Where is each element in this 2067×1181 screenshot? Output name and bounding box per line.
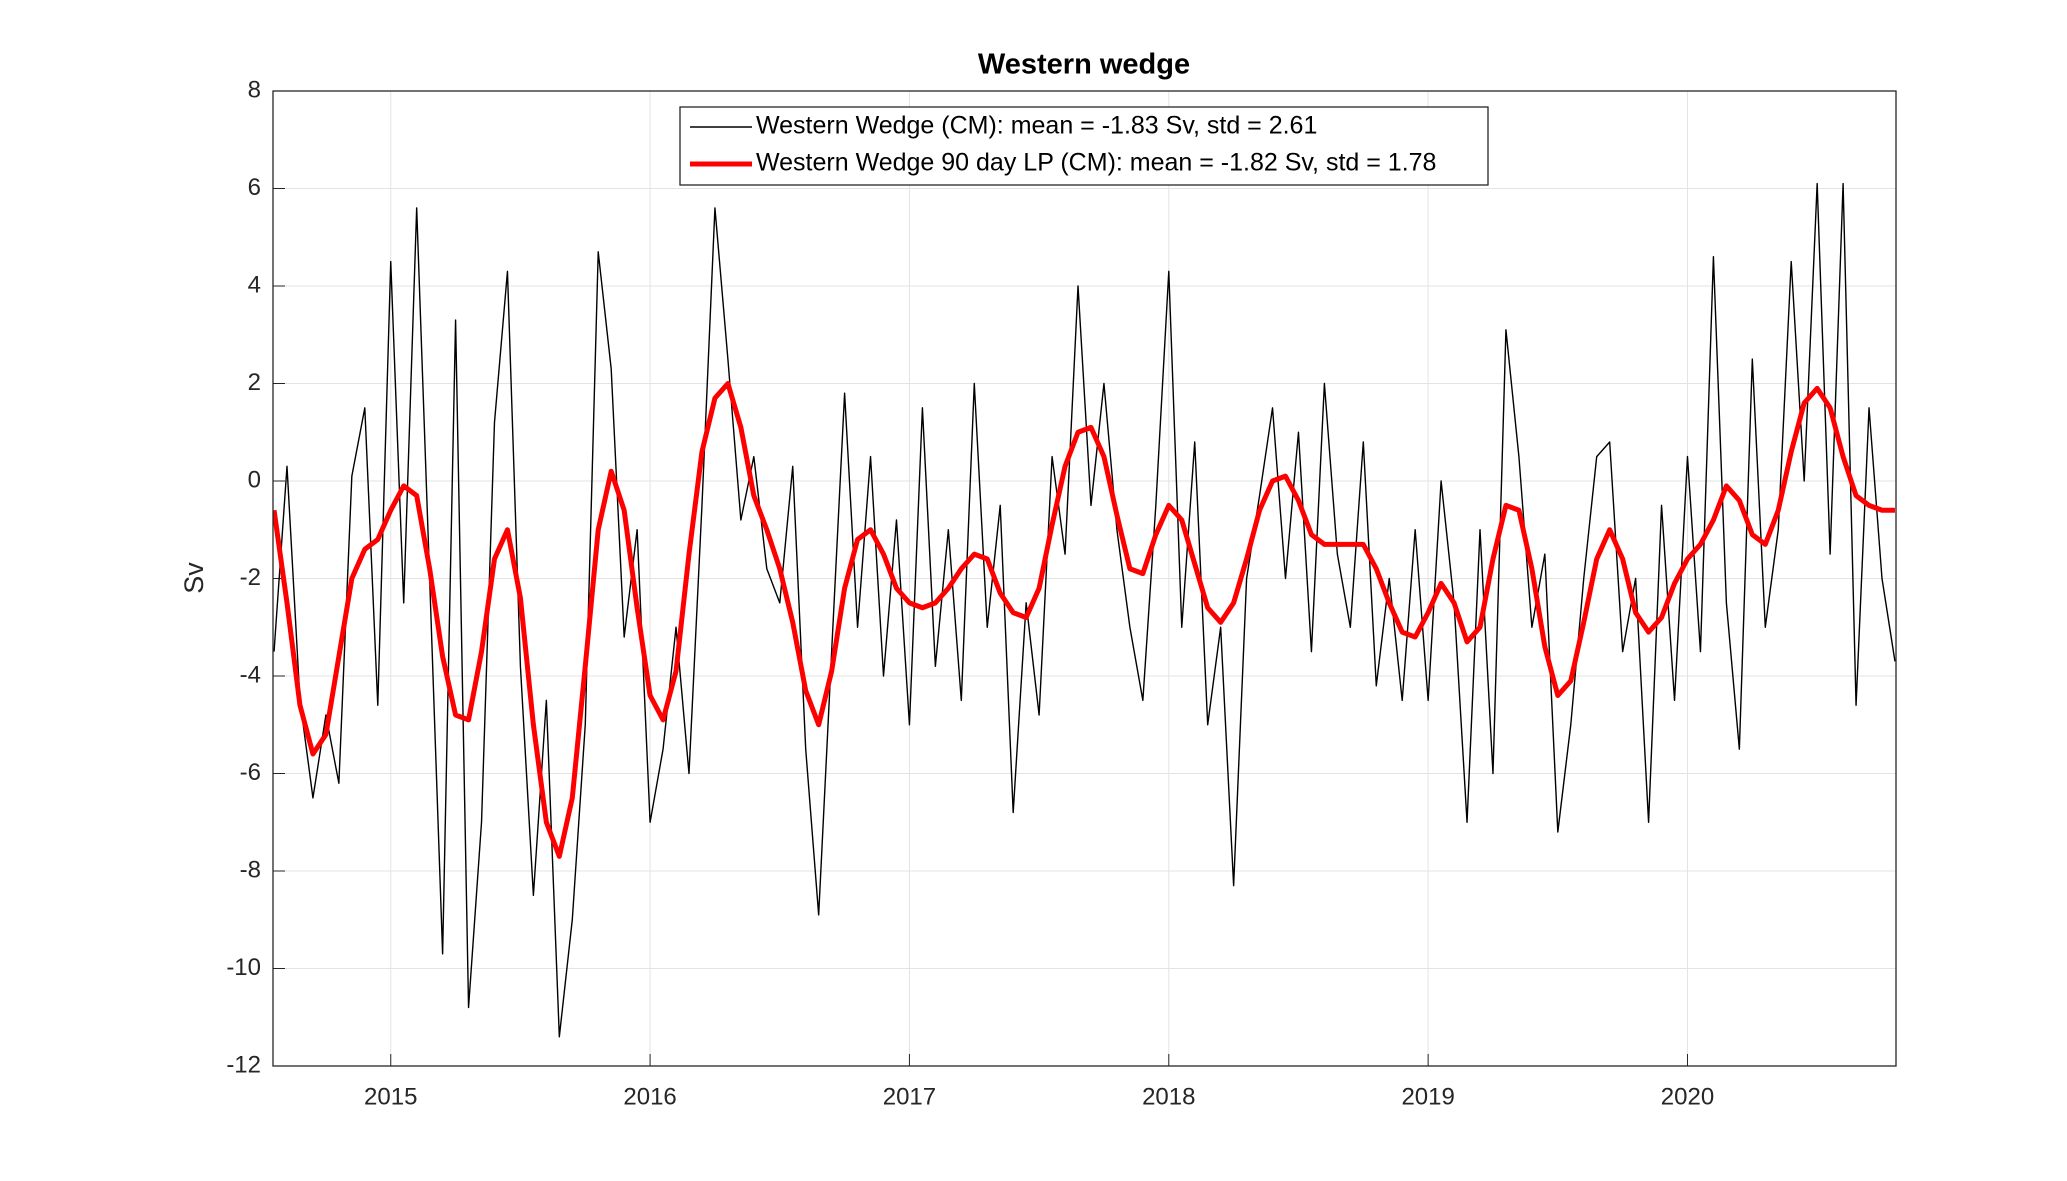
y-tick-label: 4 — [248, 271, 261, 298]
plot-frame — [272, 90, 1897, 1067]
y-tick-label: -12 — [226, 1051, 261, 1078]
x-tick-label: 2017 — [883, 1083, 936, 1110]
y-tick-label: 0 — [248, 466, 261, 493]
y-tick-label: 2 — [248, 369, 261, 396]
y-tick-label: -10 — [226, 954, 261, 981]
legend-label: Western Wedge (CM): mean = -1.83 Sv, std… — [756, 112, 1317, 140]
y-tick-label: -4 — [240, 661, 261, 688]
data-line — [273, 182, 1896, 1038]
y-tick-label: 8 — [248, 76, 261, 103]
y-axis-label: Sv — [179, 562, 209, 594]
x-tick-label: 2020 — [1661, 1083, 1714, 1110]
y-tick-label: -2 — [240, 564, 261, 591]
chart-title: Western wedge — [978, 49, 1190, 81]
x-tick-label: 2018 — [1142, 1083, 1195, 1110]
x-tick-label: 2019 — [1401, 1083, 1454, 1110]
x-tick-label: 2015 — [364, 1083, 417, 1110]
legend-label: Western Wedge 90 day LP (CM): mean = -1.… — [756, 149, 1436, 177]
y-tick-label: -8 — [240, 856, 261, 883]
x-tick-label: 2016 — [623, 1083, 676, 1110]
y-tick-label: -6 — [240, 759, 261, 786]
data-line — [273, 381, 1895, 859]
y-tick-label: 6 — [248, 174, 261, 201]
legend-box — [679, 106, 1489, 186]
